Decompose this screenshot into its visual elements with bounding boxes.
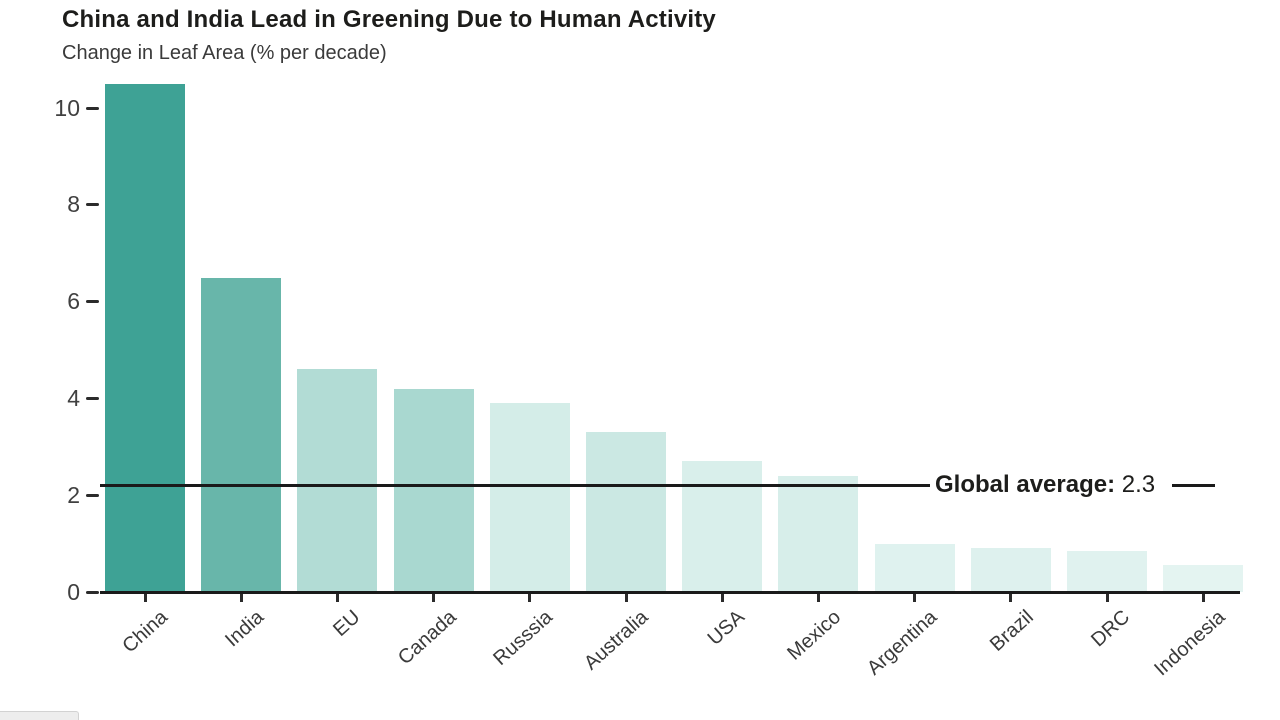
y-tick-4 — [86, 396, 99, 400]
x-axis-line — [100, 591, 1240, 594]
x-tick-brazil — [1009, 593, 1013, 602]
x-tick-label-russsia: Russsia — [488, 606, 557, 670]
bar-brazil — [970, 548, 1051, 592]
x-tick-label-brazil: Brazil — [985, 606, 1038, 656]
bar-drc — [1067, 550, 1147, 592]
x-tick-label-canada: Canada — [393, 606, 461, 670]
bar-canada — [393, 388, 474, 592]
chart-title: China and India Lead in Greening Due to … — [62, 6, 716, 33]
global-average-text: Global average: 2.3 — [935, 473, 1155, 497]
global-average-value: 2.3 — [1115, 471, 1156, 499]
x-tick-label-usa: USA — [703, 606, 749, 650]
bar-russsia — [489, 403, 570, 592]
global-average-label: Global average: — [935, 471, 1116, 499]
global-average-line-right — [1172, 484, 1215, 487]
x-tick-label-australia: Australia — [580, 606, 653, 675]
y-tick-label-4: 4 — [67, 384, 80, 411]
global-average-line — [100, 484, 930, 487]
screen-edge-artifact — [0, 711, 79, 720]
x-tick-label-argentina: Argentina — [862, 606, 942, 680]
bar-australia — [586, 432, 666, 592]
x-tick-label-mexico: Mexico — [783, 606, 846, 665]
chart-subtitle: Change in Leaf Area (% per decade) — [62, 42, 387, 64]
bar-china — [105, 84, 185, 592]
y-tick-2 — [86, 493, 99, 497]
y-tick-10 — [86, 106, 99, 110]
y-tick-label-0: 0 — [67, 578, 80, 605]
x-tick-label-india: India — [220, 606, 268, 652]
x-tick-argentina — [913, 593, 917, 602]
x-tick-mexico — [816, 593, 820, 602]
x-tick-india — [239, 593, 243, 602]
bar-usa — [682, 461, 763, 592]
bar-eu — [297, 369, 378, 592]
x-tick-eu — [335, 593, 339, 602]
x-tick-label-china: China — [118, 606, 172, 658]
y-tick-8 — [86, 203, 99, 207]
bar-argentina — [874, 543, 955, 592]
y-tick-label-8: 8 — [67, 191, 80, 218]
x-tick-australia — [624, 593, 628, 602]
x-tick-canada — [432, 593, 436, 602]
y-tick-6 — [86, 300, 99, 304]
x-tick-drc — [1105, 593, 1109, 602]
x-tick-russsia — [528, 593, 532, 602]
bar-indonesia — [1163, 565, 1244, 592]
x-tick-label-drc: DRC — [1086, 606, 1134, 652]
x-tick-label-indonesia: Indonesia — [1150, 606, 1230, 681]
y-tick-0 — [86, 590, 99, 594]
x-tick-label-eu: EU — [328, 606, 365, 641]
x-tick-usa — [720, 593, 724, 602]
bar-india — [201, 277, 282, 592]
x-tick-china — [143, 593, 147, 602]
bar-mexico — [778, 475, 859, 592]
y-tick-label-6: 6 — [67, 288, 80, 315]
x-tick-indonesia — [1201, 593, 1205, 602]
y-tick-label-2: 2 — [67, 481, 80, 508]
y-tick-label-10: 10 — [54, 94, 80, 121]
